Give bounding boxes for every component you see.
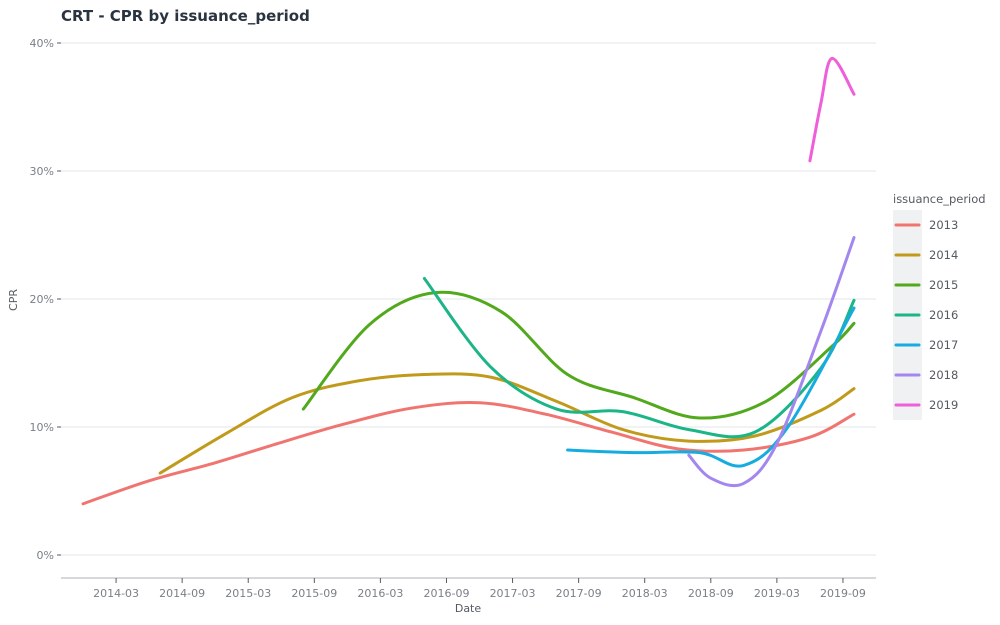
x-tick-label: 2018-03 — [622, 587, 668, 600]
x-tick-label: 2018-09 — [688, 587, 734, 600]
legend-title: issuance_period — [893, 192, 986, 206]
series-line-2018 — [687, 236, 856, 488]
x-tick-label: 2015-09 — [291, 587, 337, 600]
series-line-2013 — [81, 400, 856, 506]
x-axis: 2014-03 2014-09 2015-03 2015-09 2016-03 2016-… — [61, 577, 876, 600]
y-tick-label: 20% — [30, 293, 54, 306]
series-line-2019 — [808, 56, 856, 163]
y-tick-label: 10% — [30, 421, 54, 434]
legend-label-2019: 2019 — [929, 398, 958, 412]
gridlines — [61, 42, 876, 556]
legend-label-2014: 2014 — [929, 248, 958, 262]
legend-label-2016: 2016 — [929, 308, 958, 322]
series-line-2014 — [158, 372, 856, 475]
legend-label-2013: 2013 — [929, 218, 958, 232]
series-line-2017 — [566, 306, 856, 468]
y-tick-label: 40% — [30, 37, 54, 50]
x-tick-label: 2014-09 — [159, 587, 205, 600]
y-axis: 0% 10% 20% 30% 40% — [30, 37, 61, 562]
x-tick-label: 2016-03 — [357, 587, 403, 600]
x-tick-label: 2019-03 — [754, 587, 800, 600]
legend-label-2017: 2017 — [929, 338, 958, 352]
legend-label-2018: 2018 — [929, 368, 958, 382]
x-tick-label: 2019-09 — [820, 587, 866, 600]
x-tick-label: 2015-03 — [225, 587, 271, 600]
x-tick-label: 2017-03 — [490, 587, 536, 600]
chart-title: CRT - CPR by issuance_period — [61, 7, 310, 25]
x-tick-label: 2014-03 — [93, 587, 139, 600]
series-line-2015 — [301, 290, 856, 420]
series-line-2016 — [422, 277, 856, 439]
y-axis-title: CPR — [7, 289, 20, 311]
y-tick-label: 0% — [37, 549, 54, 562]
series-lines — [81, 56, 856, 506]
legend: issuance_period 2013 2014 2015 2016 2017 2018… — [893, 192, 986, 420]
x-tick-label: 2016-09 — [423, 587, 469, 600]
x-tick-label: 2017-09 — [556, 587, 602, 600]
y-tick-label: 30% — [30, 165, 54, 178]
x-axis-title: Date — [455, 602, 482, 615]
legend-label-2015: 2015 — [929, 278, 958, 292]
